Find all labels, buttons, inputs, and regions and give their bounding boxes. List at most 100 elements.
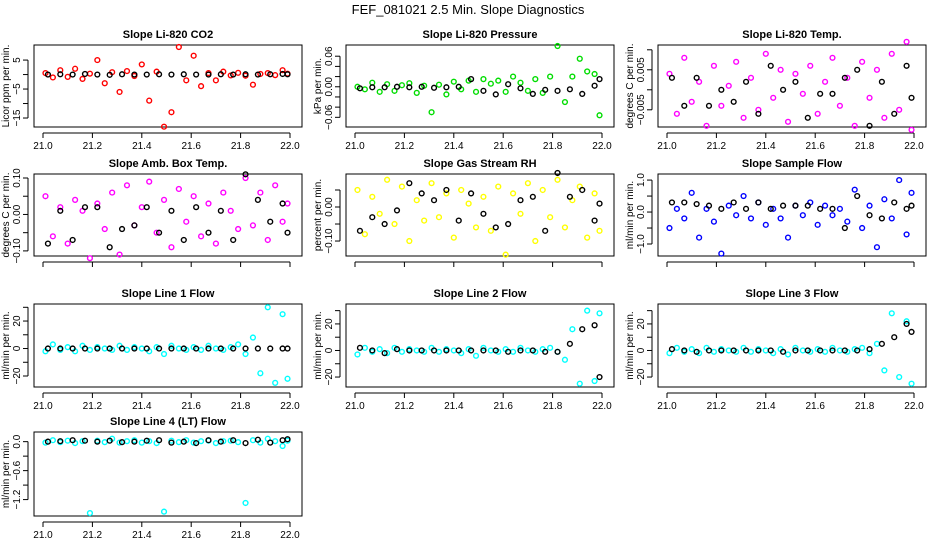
data-point xyxy=(235,225,242,233)
data-point xyxy=(106,345,113,352)
data-point xyxy=(829,212,836,219)
data-point xyxy=(230,236,237,244)
data-point xyxy=(430,84,438,91)
x-tick-label: 22.0 xyxy=(592,141,612,152)
data-point xyxy=(212,77,220,84)
data-point xyxy=(888,215,895,222)
data-point xyxy=(673,110,680,117)
data-point xyxy=(668,346,676,353)
y-tick-label: −0.10 xyxy=(12,238,23,264)
data-point xyxy=(384,350,391,357)
data-point xyxy=(908,380,915,387)
data-point xyxy=(101,225,108,233)
data-point xyxy=(733,212,740,219)
data-point xyxy=(190,193,197,200)
data-point xyxy=(908,94,915,101)
panel-title: Slope Li-820 CO2 xyxy=(123,29,213,41)
data-point xyxy=(725,347,732,354)
data-point xyxy=(284,71,291,78)
data-point xyxy=(821,348,829,355)
panel-title: Slope Li-820 Temp. xyxy=(742,29,841,41)
plot-box xyxy=(345,303,615,388)
data-point xyxy=(804,114,811,121)
y-tick-label: 5 xyxy=(12,57,23,63)
data-point xyxy=(197,233,205,240)
y-axis-label: ml/min per min. xyxy=(313,311,324,379)
data-point xyxy=(903,205,910,212)
data-point xyxy=(472,352,480,359)
data-point xyxy=(547,344,554,351)
data-point xyxy=(242,440,249,447)
y-tick-label: 0.0 xyxy=(636,205,647,219)
data-point xyxy=(467,190,475,197)
data-point xyxy=(779,348,787,355)
data-point xyxy=(755,199,762,206)
data-point xyxy=(903,62,910,69)
data-point xyxy=(44,71,52,78)
plot-box xyxy=(345,44,615,128)
data-point xyxy=(844,218,851,225)
data-point xyxy=(770,94,777,101)
data-point xyxy=(730,199,737,206)
data-point xyxy=(257,370,264,377)
y-tick-label: −15 xyxy=(12,109,23,126)
data-point xyxy=(168,342,175,349)
y-axis-label: ml/min per min. xyxy=(1,440,12,508)
data-point xyxy=(279,218,286,225)
panel-6: Slope Sample Flow 1.0 0.0 −1.0ml/min per mi… xyxy=(625,158,927,267)
series-colored xyxy=(354,176,603,258)
data-point xyxy=(279,200,286,207)
panel-title: Slope Line 2 Flow xyxy=(434,288,527,300)
data-point xyxy=(851,122,858,129)
data-point xyxy=(591,217,598,224)
data-point xyxy=(584,68,591,75)
panel-2: Slope Li-820 Pressure 21.0 21.2 21.4 21.6 21.… xyxy=(313,29,615,152)
data-point xyxy=(116,251,123,258)
data-point xyxy=(502,88,509,95)
x-tick-label: 21.4 xyxy=(132,530,152,540)
data-point xyxy=(131,222,138,229)
panel-title: Slope Amb. Box Temp. xyxy=(109,158,228,170)
data-point xyxy=(175,345,182,352)
data-point xyxy=(393,83,401,90)
data-point xyxy=(428,109,435,116)
data-point xyxy=(509,348,517,355)
data-point xyxy=(777,66,784,73)
x-tick-label: 21.6 xyxy=(493,141,513,152)
data-point xyxy=(554,42,561,50)
data-point xyxy=(197,346,205,353)
data-point xyxy=(413,347,420,354)
data-point xyxy=(146,97,153,104)
y-axis-label: Licor ppm per min. xyxy=(1,45,12,128)
data-point xyxy=(799,347,806,354)
data-point xyxy=(44,438,52,445)
data-point xyxy=(284,345,291,352)
data-point xyxy=(755,347,762,354)
data-point xyxy=(888,50,895,57)
data-point xyxy=(762,221,769,228)
data-point xyxy=(418,190,425,197)
data-point xyxy=(866,212,873,219)
data-point xyxy=(472,224,480,231)
data-point xyxy=(718,347,725,354)
data-point xyxy=(421,217,428,224)
y-tick-label: 20 xyxy=(12,315,23,327)
y-tick-label: 0.00 xyxy=(12,204,23,224)
data-point xyxy=(230,345,237,352)
data-point xyxy=(356,344,364,351)
data-point xyxy=(792,202,799,209)
data-point xyxy=(455,347,462,354)
data-point xyxy=(168,109,175,116)
data-point xyxy=(579,90,586,97)
data-point xyxy=(821,78,829,85)
data-point xyxy=(730,98,737,105)
data-point xyxy=(866,122,873,129)
panel-3: Slope Li-820 Temp. 21.0 21.2 21.4 21.6 21.8 22… xyxy=(625,29,927,152)
data-point xyxy=(118,225,126,233)
data-point xyxy=(542,227,549,234)
data-point xyxy=(131,438,138,445)
data-point xyxy=(742,205,750,212)
data-point xyxy=(859,58,866,65)
data-point xyxy=(517,85,524,92)
data-point xyxy=(693,74,700,81)
